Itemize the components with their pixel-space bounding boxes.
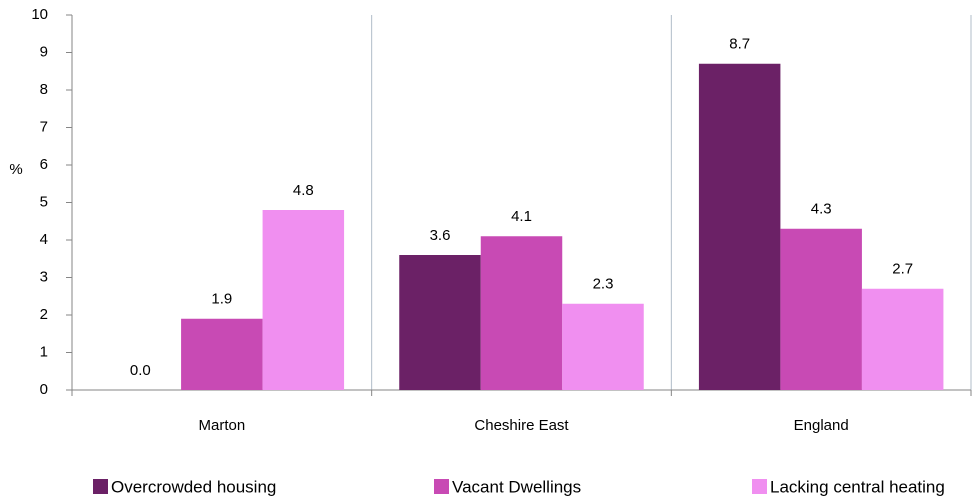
bar [480,236,563,390]
y-tick-label: 5 [40,193,48,210]
data-label: 2.3 [593,276,614,293]
legend-swatch [752,479,767,494]
data-label: 2.7 [892,261,913,278]
x-tick-label: England [794,417,849,434]
y-tick-label: 9 [40,43,48,60]
data-label: 4.8 [293,182,314,199]
legend-label: Lacking central heating [770,477,945,496]
bar [861,288,944,390]
data-label: 4.1 [511,208,532,225]
data-label: 3.6 [430,227,451,244]
x-tick-label: Marton [198,417,245,434]
legend-label: Overcrowded housing [111,477,276,496]
legend-swatch [434,479,449,494]
bar [562,303,644,390]
data-label: 1.9 [211,291,232,308]
y-tick-label: 8 [40,81,48,98]
data-label: 8.7 [729,36,750,53]
y-tick-label: 4 [40,231,48,248]
y-tick-label: 2 [40,306,48,323]
bar [262,210,345,390]
data-label: 4.3 [811,201,832,218]
bar [698,63,781,390]
data-label: 0.0 [130,362,151,379]
legend-label: Vacant Dwellings [452,477,581,496]
y-tick-label: 0 [40,381,48,398]
y-tick-label: 6 [40,156,48,173]
y-tick-label: 7 [40,118,48,135]
bar [780,228,862,390]
bar [399,255,481,390]
y-tick-label: 10 [31,6,48,23]
bar [181,318,263,390]
y-tick-label: 1 [40,343,48,360]
y-axis-label: % [9,161,22,178]
y-tick-label: 3 [40,268,48,285]
x-tick-label: Cheshire East [474,417,569,434]
legend-swatch [93,479,108,494]
